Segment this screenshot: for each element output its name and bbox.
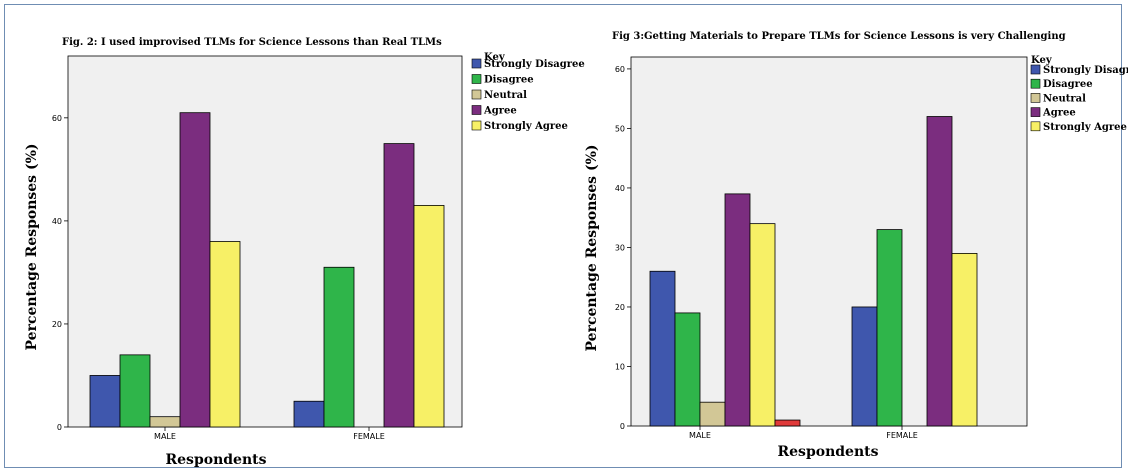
chart1-legend-label: Strongly Agree xyxy=(484,121,568,132)
chart1-legend-label: Disagree xyxy=(484,75,534,86)
chart2-title: Fig 3:Getting Materials to Prepare TLMs … xyxy=(612,31,1066,42)
chart2-ytick-label: 40 xyxy=(615,184,625,193)
chart2-bar xyxy=(926,116,953,427)
chart1-ylabel: Percentage Responses (%) xyxy=(24,144,40,351)
chart1-title: Fig. 2: I used improvised TLMs for Scien… xyxy=(62,37,442,48)
chart2-ytick-label: 60 xyxy=(615,65,625,74)
chart2-legend-swatch xyxy=(1030,64,1041,75)
chart2-plot: 0 10 20 30 40 50 60 MALE FEMALE Strongly Disagree… xyxy=(615,56,1128,440)
chart2-ytick-label: 0 xyxy=(620,422,625,431)
chart2-bar xyxy=(724,193,751,427)
chart1-bar xyxy=(293,400,325,428)
chart2-ytick-label: 30 xyxy=(615,243,625,252)
chart2-xlabel: Respondents xyxy=(778,444,879,460)
chart2-bar xyxy=(951,253,978,427)
chart1-legend-swatch xyxy=(471,74,482,84)
chart2-xtick-label: MALE xyxy=(689,431,711,440)
chart2-legend-label: Strongly Disagree xyxy=(1043,65,1128,76)
chart2-ytick-label: 50 xyxy=(615,124,625,133)
chart1-legend-label: Strongly Disagree xyxy=(484,59,585,70)
chart2-bar xyxy=(774,419,801,427)
chart2-bar xyxy=(749,223,776,427)
chart2-legend-label: Agree xyxy=(1042,108,1076,119)
chart1-xtick-label: MALE xyxy=(154,432,176,441)
chart2-legend-swatch xyxy=(1030,121,1041,132)
chart1-bar xyxy=(413,205,445,428)
chart2-ytick-label: 20 xyxy=(615,303,625,312)
chart2-legend-label: Neutral xyxy=(1043,93,1086,104)
chart1-legend-label: Agree xyxy=(483,106,517,117)
chart1-bar xyxy=(179,112,211,428)
chart1-ytick-label: 40 xyxy=(52,217,62,226)
chart2-legend-title: Key xyxy=(1031,55,1053,66)
chart1-legend-title: Key xyxy=(484,52,506,63)
chart2-xtick-label: FEMALE xyxy=(886,431,918,440)
chart1-xlabel: Respondents xyxy=(166,452,267,468)
chart1-ytick-label: 0 xyxy=(57,423,62,432)
chart2-legend-swatch xyxy=(1030,93,1041,103)
chart1-legend-swatch xyxy=(471,58,482,69)
chart2-bar xyxy=(876,229,903,427)
chart1-xtick-label: FEMALE xyxy=(353,432,385,441)
chart2-bar xyxy=(699,401,726,427)
chart2-bar xyxy=(674,312,701,427)
chart1-legend-label: Neutral xyxy=(484,90,527,101)
chart1-legend-swatch xyxy=(471,105,482,115)
chart2-legend-label: Disagree xyxy=(1043,79,1093,90)
chart2-legend-label: Strongly Agree xyxy=(1043,122,1127,133)
chart1-plot: 0 20 40 60 MALE FEMALE Strongly Disagree Disagr… xyxy=(52,55,585,441)
chart2-ylabel: Percentage Responses (%) xyxy=(584,145,600,352)
chart2-legend-swatch xyxy=(1030,78,1041,89)
chart1-bar xyxy=(209,241,241,428)
chart1-bar xyxy=(383,143,415,428)
chart1-legend-swatch xyxy=(471,89,482,100)
chart1-bar xyxy=(149,416,181,428)
chart1-bar xyxy=(119,354,151,428)
chart2-bar xyxy=(649,270,676,427)
chart2-ytick-label: 10 xyxy=(615,362,625,371)
chart1-bar xyxy=(89,375,121,428)
chart2-bar xyxy=(851,306,878,427)
chart1-bar xyxy=(323,266,355,428)
chart1-ytick-label: 20 xyxy=(52,320,62,329)
chart2-legend-swatch xyxy=(1030,107,1041,117)
chart1-ytick-label: 60 xyxy=(52,114,62,123)
chart1-legend-swatch xyxy=(471,120,482,131)
